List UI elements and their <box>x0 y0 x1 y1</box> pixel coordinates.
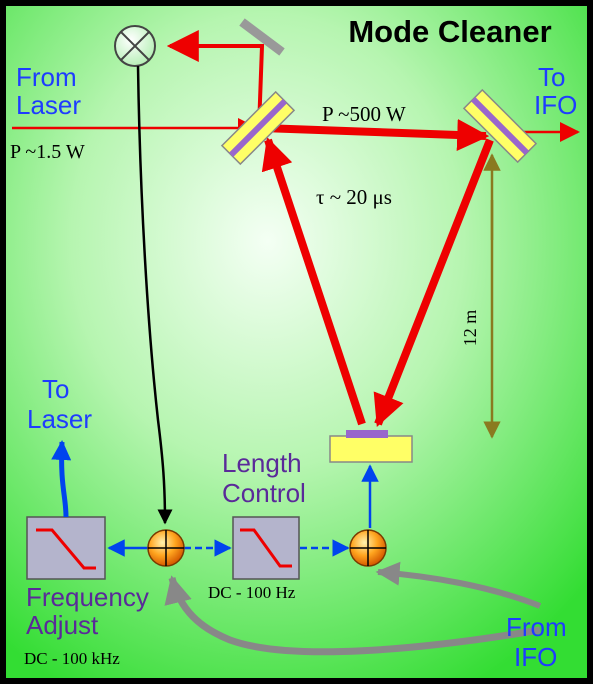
from-ifo-feedback-long <box>164 575 541 656</box>
reflected-beam <box>166 30 265 129</box>
storage-time-label: τ ~ 20 μs <box>316 185 392 209</box>
pickoff-mirror <box>239 18 285 56</box>
cavity-beam-left <box>261 136 366 426</box>
summing-junction-icon <box>349 529 387 567</box>
length-control-filter <box>232 516 300 580</box>
diagram-title: Mode Cleaner <box>348 14 551 49</box>
frequency-bandwidth-label: DC - 100 kHz <box>24 649 120 668</box>
cavity-power-label: P ~500 W <box>322 102 406 126</box>
from-ifo-label-line1: From <box>506 612 567 642</box>
cavity-beam-top <box>261 118 490 151</box>
from-ifo-feedback-short <box>375 561 542 609</box>
frequency-adjust-filter <box>26 516 106 580</box>
to-ifo-label-line1: To <box>538 62 565 92</box>
low-pass-filter-icon <box>240 528 292 568</box>
length-control-label-line2: Control <box>222 478 306 508</box>
cavity-beam-right <box>373 138 494 427</box>
frequency-adjust-label-line1: Frequency <box>26 582 149 612</box>
from-ifo-label-line2: IFO <box>514 642 557 672</box>
to-laser-label-line1: To <box>42 374 69 404</box>
to-laser-label-line2: Laser <box>27 404 92 434</box>
length-control-label-line1: Length <box>222 448 302 478</box>
frequency-adjust-label-line2: Adjust <box>26 610 99 640</box>
summing-junction-icon <box>147 529 185 567</box>
end-mirror <box>329 430 413 463</box>
input-mirror <box>220 90 296 166</box>
output-mirror <box>462 88 538 164</box>
low-pass-filter-icon <box>36 528 96 570</box>
error-signal-line <box>136 65 173 525</box>
photodetector-icon <box>114 25 156 67</box>
from-laser-label-line2: Laser <box>16 90 81 120</box>
to-laser-arrow <box>51 440 72 518</box>
arm-length-label: 12 m <box>460 310 480 347</box>
length-bandwidth-label: DC - 100 Hz <box>208 583 296 602</box>
from-laser-label-line1: From <box>16 62 77 92</box>
input-power-label: P ~1.5 W <box>10 141 85 163</box>
to-ifo-label-line2: IFO <box>534 90 577 120</box>
